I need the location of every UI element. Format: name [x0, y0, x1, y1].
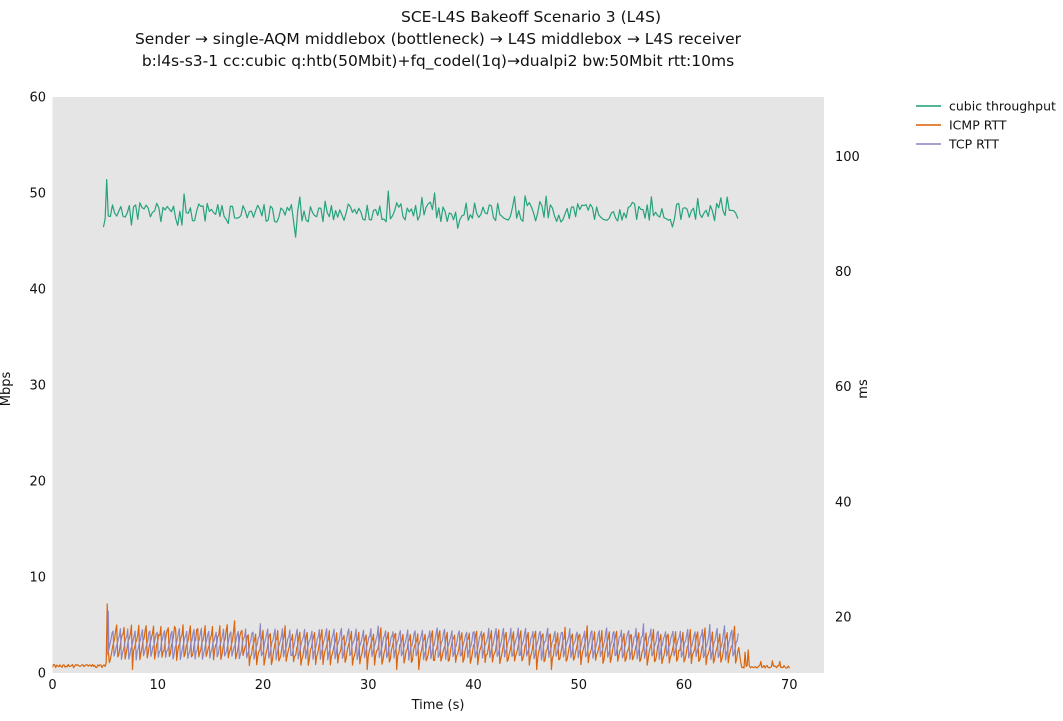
- legend-item-cubic-throughput: cubic throughput: [916, 99, 1056, 114]
- series-lines: [52, 178, 790, 671]
- legend-label: ICMP RTT: [949, 118, 1007, 133]
- x-tick-label: 70: [781, 678, 798, 693]
- legend-item-icmp-rtt: ICMP RTT: [916, 118, 1007, 133]
- left-tick-label: 40: [29, 283, 46, 298]
- right-tick-label: 100: [835, 150, 860, 165]
- left-tick-label: 10: [29, 571, 46, 586]
- series-tcp-rtt: [107, 610, 739, 661]
- right-tick-label: 80: [835, 265, 852, 280]
- x-tick-label: 50: [570, 678, 587, 693]
- left-tick-labels: 0 10 20 30 40 50 60: [29, 91, 46, 682]
- legend: cubic throughput ICMP RTT TCP RTT: [916, 99, 1056, 152]
- x-tick-label: 20: [255, 678, 272, 693]
- legend-item-tcp-rtt: TCP RTT: [916, 137, 999, 152]
- y-axis-label-right: ms: [856, 379, 871, 399]
- x-tick-label: 60: [676, 678, 693, 693]
- right-tick-label: 20: [835, 611, 852, 626]
- right-tick-labels: 20 40 60 80 100: [835, 150, 860, 626]
- x-tick-label: 10: [149, 678, 166, 693]
- left-tick-label: 50: [29, 187, 46, 202]
- left-tick-label: 20: [29, 475, 46, 490]
- x-tick-labels: 0 10 20 30 40 50 60 70: [48, 678, 797, 693]
- left-tick-label: 0: [38, 667, 46, 682]
- plot-background: [52, 97, 824, 673]
- left-tick-label: 60: [29, 91, 46, 106]
- x-tick-label: 30: [360, 678, 377, 693]
- x-axis-label: Time (s): [411, 698, 465, 713]
- left-tick-label: 30: [29, 379, 46, 394]
- chart-title-config-line: b:l4s-s3-1 cc:cubic q:htb(50Mbit)+fq_cod…: [142, 52, 734, 71]
- right-tick-label: 60: [835, 380, 852, 395]
- legend-label: cubic throughput: [949, 99, 1056, 114]
- series-cubic-throughput: [102, 178, 739, 238]
- right-tick-label: 40: [835, 495, 852, 510]
- x-tick-label: 40: [465, 678, 482, 693]
- chart-suptitle: SCE-L4S Bakeoff Scenario 3 (L4S): [401, 8, 661, 26]
- x-tick-label: 0: [48, 678, 56, 693]
- chart-title-flow-line: Sender → single-AQM middlebox (bottlenec…: [135, 30, 742, 48]
- y-axis-label-left: Mbps: [0, 372, 14, 407]
- legend-label: TCP RTT: [948, 137, 999, 152]
